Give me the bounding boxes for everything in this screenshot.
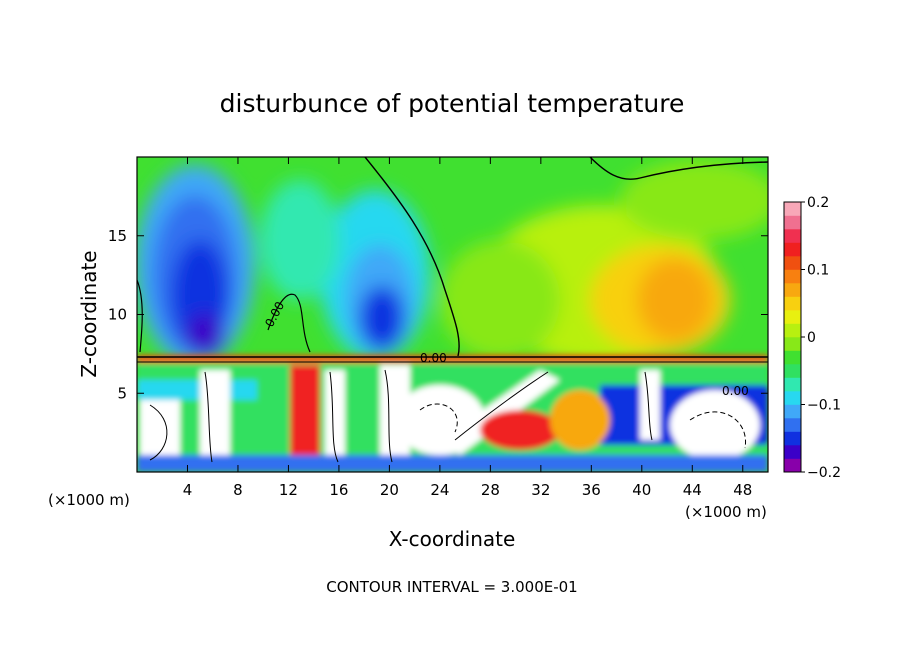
contour-label-right: 0.00 bbox=[722, 384, 749, 398]
colorbar-swatch bbox=[784, 377, 801, 392]
colorbar-swatch bbox=[784, 202, 801, 216]
colorbar-swatch bbox=[784, 404, 801, 419]
heatmap-field bbox=[137, 157, 768, 472]
colorbar-swatch bbox=[784, 337, 801, 351]
contour-interval-note: CONTOUR INTERVAL = 3.000E-01 bbox=[326, 578, 577, 596]
colorbar-swatch bbox=[784, 364, 801, 378]
x-tick-label: 8 bbox=[233, 481, 243, 499]
colorbar bbox=[783, 201, 802, 473]
x-axis-label: X-coordinate bbox=[389, 527, 516, 551]
y-tick-label: 5 bbox=[117, 384, 127, 402]
x-unit-right: (×1000 m) bbox=[685, 503, 767, 521]
x-tick-label: 36 bbox=[582, 481, 601, 499]
x-tick-label: 12 bbox=[279, 481, 298, 499]
x-axis: 4 8 12 16 20 24 28 32 36 40 44 48 bbox=[183, 157, 752, 499]
y-tick-label: 10 bbox=[108, 306, 127, 324]
colorbar-tick-label: −0.2 bbox=[807, 465, 841, 481]
colorbar-swatch bbox=[784, 418, 801, 432]
x-tick-label: 32 bbox=[531, 481, 550, 499]
colorbar-swatch bbox=[784, 350, 801, 365]
colorbar-tick-label: 0.2 bbox=[807, 195, 829, 211]
colorbar-swatch bbox=[784, 310, 801, 324]
y-tick-label: 15 bbox=[108, 227, 127, 245]
x-tick-label: 16 bbox=[329, 481, 348, 499]
colorbar-swatch bbox=[784, 296, 801, 311]
colorbar-swatch bbox=[784, 391, 801, 405]
colorbar-tick-label: 0.1 bbox=[807, 263, 829, 279]
colorbar-swatch bbox=[784, 215, 801, 230]
colorbar-swatch bbox=[784, 242, 801, 257]
y-axis-label: Z-coordinate bbox=[77, 250, 101, 377]
colorbar-swatch bbox=[784, 323, 801, 338]
x-tick-label: 24 bbox=[430, 481, 449, 499]
x-tick-label: 44 bbox=[683, 481, 702, 499]
colorbar-swatch bbox=[784, 458, 801, 473]
contour-label-mid: 0.00 bbox=[420, 351, 447, 365]
y-axis: 5 10 15 bbox=[108, 227, 768, 402]
colorbar-tick-label: −0.1 bbox=[807, 398, 841, 414]
colorbar-swatch bbox=[784, 431, 801, 446]
x-tick-label: 4 bbox=[183, 481, 193, 499]
colorbar-swatch bbox=[784, 229, 801, 243]
colorbar-swatch bbox=[784, 283, 801, 297]
colorbar-swatch bbox=[784, 256, 801, 270]
colorbar-ticks: 0.2 0.1 0 −0.1 −0.2 bbox=[801, 195, 841, 481]
x-tick-label: 20 bbox=[380, 481, 399, 499]
colorbar-swatch bbox=[784, 269, 801, 284]
x-tick-label: 48 bbox=[733, 481, 752, 499]
x-unit-left: (×1000 m) bbox=[48, 491, 130, 509]
colorbar-swatch bbox=[784, 445, 801, 459]
colorbar-tick-label: 0 bbox=[807, 330, 816, 346]
chart-title: disturbunce of potential temperature bbox=[220, 89, 685, 118]
x-tick-label: 28 bbox=[481, 481, 500, 499]
x-tick-label: 40 bbox=[632, 481, 651, 499]
